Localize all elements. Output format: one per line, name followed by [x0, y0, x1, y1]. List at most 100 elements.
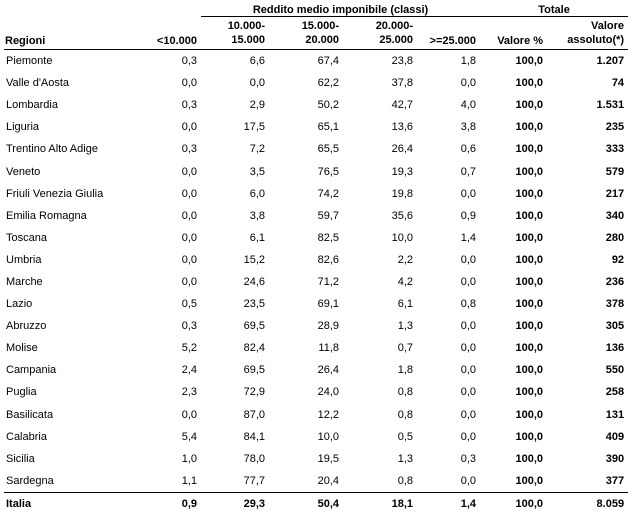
cell-valore-abs: 579 [605, 165, 625, 178]
cell-20-25: 2,2 [397, 253, 413, 266]
total-valore-abs: 8.059 [547, 491, 629, 515]
cell-region: Piemonte [6, 55, 53, 68]
cell-20-25: 1,8 [397, 364, 413, 377]
cell-ge25: 1,4 [460, 231, 477, 244]
cell-valore-pct: 100,0 [515, 77, 544, 90]
cell-valore-abs: 305 [605, 320, 625, 333]
cell-15-20: 12,2 [317, 408, 339, 421]
table-row: Molise 5,2 82,4 11,8 0,7 0,0 100,0 136 [4, 337, 628, 359]
cell-10-15: 6,6 [249, 55, 265, 68]
cell-valore-pct: 100,0 [515, 474, 544, 487]
cell-ge25: 1,8 [460, 55, 477, 68]
cell-valore-abs: 333 [605, 143, 625, 156]
cell-valore-abs: 136 [605, 342, 625, 355]
cell-10-15: 3,8 [249, 209, 265, 222]
header-regioni: Regioni [4, 16, 140, 50]
cell-20-25: 19,3 [391, 165, 413, 178]
cell-15-20: 10,0 [317, 430, 339, 443]
cell-10-15: 69,5 [243, 364, 265, 377]
cell-20-25: 0,8 [397, 386, 413, 399]
cell-region: Lombardia [6, 99, 58, 112]
cell-lt10: 0,3 [181, 55, 197, 68]
cell-region: Calabria [6, 430, 47, 443]
cell-15-20: 74,2 [317, 187, 339, 200]
cell-region: Trentino Alto Adige [6, 143, 98, 156]
table-row: Valle d'Aosta 0,0 0,0 62,2 37,8 0,0 100,0 74 [4, 72, 628, 94]
cell-region: Marche [6, 275, 43, 288]
cell-15-20: 76,5 [317, 165, 339, 178]
cell-10-15: 78,0 [243, 452, 265, 465]
table-row: Abruzzo 0,3 69,5 28,9 1,3 0,0 100,0 305 [4, 315, 628, 337]
cell-10-15: 87,0 [243, 408, 265, 421]
cell-valore-pct: 100,0 [515, 209, 544, 222]
cell-ge25: 4,0 [460, 99, 477, 112]
table-row: Lombardia 0,3 2,9 50,2 42,7 4,0 100,0 1.531 [4, 94, 628, 116]
cell-15-20: 71,2 [317, 275, 339, 288]
cell-valore-abs: 131 [605, 408, 625, 421]
cell-15-20: 82,6 [317, 253, 339, 266]
table-row: Sardegna 1,1 77,7 20,4 0,8 0,0 100,0 377 [4, 470, 628, 493]
header-valore-pct: Valore % [480, 16, 548, 50]
table-row: Friuli Venezia Giulia 0,0 6,0 74,2 19,8 0,0 10… [4, 183, 628, 205]
header-20-25: 20.000- 25.000 [343, 16, 417, 50]
cell-lt10: 1,0 [181, 452, 197, 465]
cell-15-20: 59,7 [317, 209, 339, 222]
table-row: Calabria 5,4 84,1 10,0 0,5 0,0 100,0 409 [4, 426, 628, 448]
cell-ge25: 0,9 [460, 209, 477, 222]
cell-15-20: 19,5 [317, 452, 339, 465]
cell-20-25: 4,2 [397, 275, 413, 288]
cell-region: Valle d'Aosta [6, 77, 70, 90]
cell-valore-abs: 340 [605, 209, 625, 222]
cell-valore-pct: 100,0 [515, 430, 544, 443]
total-region: Italia [4, 491, 140, 515]
cell-10-15: 6,1 [249, 231, 265, 244]
cell-valore-abs: 236 [605, 275, 625, 288]
header-group-reddito: Reddito medio imponibile (classi) [201, 0, 481, 17]
cell-ge25: 0,0 [460, 275, 477, 288]
cell-lt10: 0,0 [181, 187, 197, 200]
cell-region: Toscana [6, 231, 47, 244]
cell-ge25: 0,0 [460, 386, 477, 399]
cell-10-15: 2,9 [249, 99, 265, 112]
cell-valore-abs: 280 [605, 231, 625, 244]
cell-20-25: 35,6 [391, 209, 413, 222]
header-ge25: >=25.000 [417, 16, 481, 50]
cell-10-15: 3,5 [249, 165, 265, 178]
cell-valore-pct: 100,0 [515, 55, 544, 68]
cell-lt10: 0,0 [181, 231, 197, 244]
cell-10-15: 7,2 [249, 143, 265, 156]
cell-15-20: 62,2 [317, 77, 339, 90]
table-row: Liguria 0,0 17,5 65,1 13,6 3,8 100,0 235 [4, 116, 628, 138]
header-lt10: <10.000 [140, 16, 201, 50]
cell-20-25: 0,5 [397, 430, 413, 443]
cell-region: Lazio [6, 298, 33, 311]
total-ge25: 1,4 [417, 491, 481, 515]
cell-region: Abruzzo [6, 320, 47, 333]
cell-region: Basilicata [6, 408, 54, 421]
cell-ge25: 0,8 [460, 298, 477, 311]
cell-valore-abs: 1.531 [596, 99, 625, 112]
cell-20-25: 0,8 [397, 474, 413, 487]
table-row: Toscana 0,0 6,1 82,5 10,0 1,4 100,0 280 [4, 227, 628, 249]
cell-lt10: 0,0 [181, 209, 197, 222]
cell-ge25: 0,0 [460, 77, 477, 90]
cell-valore-abs: 390 [605, 452, 625, 465]
cell-20-25: 6,1 [397, 298, 413, 311]
table-row: Marche 0,0 24,6 71,2 4,2 0,0 100,0 236 [4, 271, 628, 293]
cell-ge25: 0,0 [460, 364, 477, 377]
cell-valore-abs: 92 [611, 253, 625, 266]
cell-valore-pct: 100,0 [515, 143, 544, 156]
cell-lt10: 0,0 [181, 77, 197, 90]
cell-20-25: 37,8 [391, 77, 413, 90]
cell-valore-pct: 100,0 [515, 408, 544, 421]
cell-10-15: 17,5 [243, 121, 265, 134]
table-row: Piemonte 0,3 6,6 67,4 23,8 1,8 100,0 1.207 [4, 50, 628, 73]
cell-10-15: 72,9 [243, 386, 265, 399]
cell-15-20: 20,4 [317, 474, 339, 487]
cell-20-25: 26,4 [391, 143, 413, 156]
cell-valore-abs: 378 [605, 298, 625, 311]
cell-20-25: 0,7 [397, 342, 413, 355]
header-15-20: 15.000- 20.000 [269, 16, 343, 50]
cell-20-25: 19,8 [391, 187, 413, 200]
cell-ge25: 0,0 [460, 408, 477, 421]
